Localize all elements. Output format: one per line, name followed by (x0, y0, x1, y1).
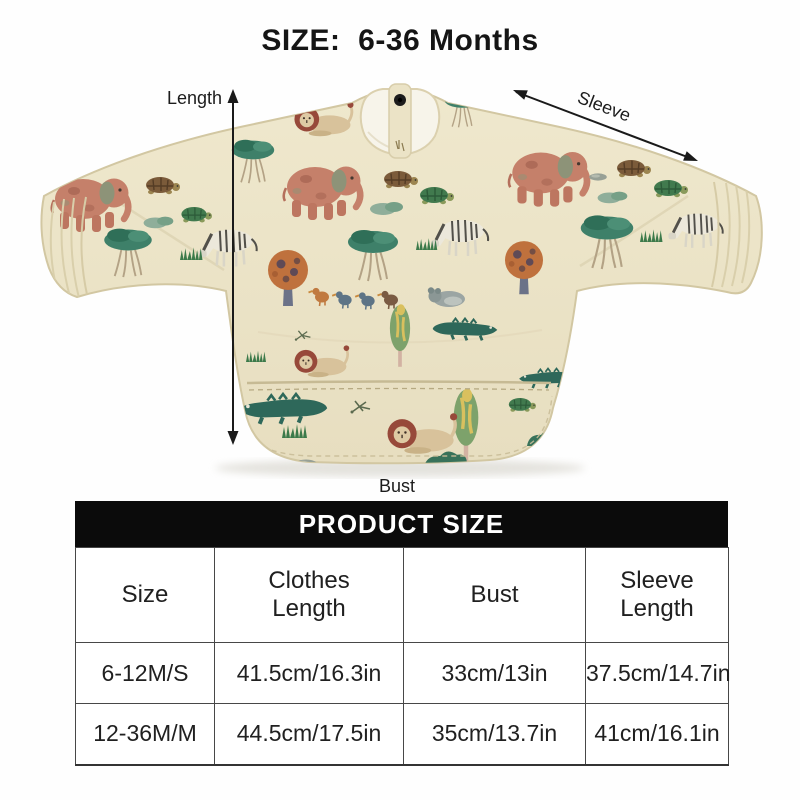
cell-size-2: 12-36M/M (75, 703, 215, 766)
cell-clothes-length-1: 41.5cm/16.3in (214, 642, 404, 704)
cell-bust-2: 35cm/13.7in (403, 703, 586, 766)
pocket-seam (246, 380, 552, 391)
column-header-bust: Bust (403, 547, 586, 643)
table-title-bar: PRODUCT SIZE (75, 501, 728, 547)
table-row: 6-12M/S 41.5cm/16.3in 33cm/13in 37.5cm/1… (75, 642, 730, 704)
fabric-crease (117, 200, 225, 272)
cell-sleeve-length-2: 41cm/16.1in (585, 703, 729, 766)
length-label: Length (167, 88, 222, 108)
sleeve-label: Sleeve (575, 87, 634, 125)
cell-sleeve-length-1: 37.5cm/14.7in (585, 642, 730, 704)
strap-sprig (395, 140, 405, 152)
stone-icon (589, 173, 607, 181)
bust-label: Bust (379, 476, 415, 496)
column-header-sleeve-length: Sleeve Length (585, 547, 729, 643)
snap-button-center (397, 97, 403, 103)
table-row: 12-36M/M 44.5cm/17.5in 35cm/13.7in 41cm/… (75, 703, 729, 766)
cell-clothes-length-2: 44.5cm/17.5in (214, 703, 404, 766)
acacia-tree-icon (639, 89, 677, 127)
length-arrow (227, 89, 239, 445)
cell-bust-1: 33cm/13in (403, 642, 586, 704)
bib-illustration: Length Sleeve Bust (40, 83, 763, 496)
column-header-size: Size (75, 547, 215, 643)
hem-stitching (231, 395, 553, 457)
bib-shadow (215, 459, 585, 477)
cell-size-1: 6-12M/S (75, 642, 215, 704)
size-table-section: PRODUCT SIZE Size Clothes Length Bust Sl… (75, 501, 730, 766)
table-header-row: Size Clothes Length Bust Sleeve Length (75, 547, 729, 643)
grass-icon (52, 292, 70, 302)
neck-opening (359, 83, 441, 159)
safari-pattern (49, 89, 751, 464)
neck-strap (388, 83, 412, 159)
cuff-gathers (49, 181, 751, 300)
page-title: SIZE: 6-36 Months (261, 24, 539, 57)
size-table: Size Clothes Length Bust Sleeve Length 6… (75, 547, 730, 766)
fabric-crease (579, 194, 689, 268)
sleeve-arrow (513, 90, 698, 161)
column-header-clothes-length: Clothes Length (214, 547, 404, 643)
